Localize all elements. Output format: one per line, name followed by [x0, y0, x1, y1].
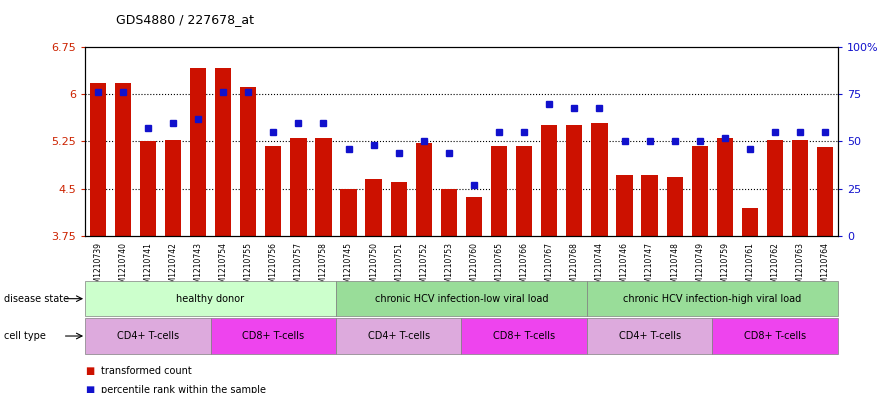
Bar: [667, 177, 683, 236]
Bar: [115, 83, 131, 236]
Bar: [336, 281, 587, 316]
Bar: [767, 140, 783, 236]
Bar: [215, 68, 231, 236]
Bar: [315, 138, 332, 236]
Bar: [712, 318, 838, 354]
Text: CD8+ T-cells: CD8+ T-cells: [493, 331, 556, 341]
Bar: [441, 189, 457, 236]
Text: cell type: cell type: [4, 331, 47, 341]
Bar: [742, 208, 758, 236]
Bar: [240, 87, 256, 236]
Bar: [587, 318, 712, 354]
Bar: [416, 143, 432, 236]
Bar: [340, 189, 357, 236]
Text: CD4+ T-cells: CD4+ T-cells: [618, 331, 681, 341]
Text: CD8+ T-cells: CD8+ T-cells: [744, 331, 806, 341]
Bar: [211, 318, 336, 354]
Bar: [391, 182, 407, 236]
Bar: [466, 197, 482, 236]
Bar: [692, 146, 708, 236]
Bar: [817, 147, 833, 236]
Bar: [642, 175, 658, 236]
Text: chronic HCV infection-low viral load: chronic HCV infection-low viral load: [375, 294, 548, 304]
Bar: [717, 138, 733, 236]
Bar: [265, 146, 281, 236]
Bar: [85, 281, 336, 316]
Bar: [366, 179, 382, 236]
Text: CD4+ T-cells: CD4+ T-cells: [116, 331, 179, 341]
Text: CD8+ T-cells: CD8+ T-cells: [242, 331, 305, 341]
Bar: [491, 146, 507, 236]
Bar: [140, 141, 156, 236]
Bar: [616, 175, 633, 236]
Bar: [165, 140, 181, 236]
Text: CD4+ T-cells: CD4+ T-cells: [367, 331, 430, 341]
Text: GDS4880 / 227678_at: GDS4880 / 227678_at: [116, 13, 254, 26]
Bar: [290, 138, 306, 236]
Bar: [587, 281, 838, 316]
Text: ■: ■: [85, 385, 94, 393]
Bar: [461, 318, 587, 354]
Text: healthy donor: healthy donor: [177, 294, 245, 304]
Text: disease state: disease state: [4, 294, 70, 304]
Bar: [90, 83, 106, 236]
Bar: [566, 125, 582, 236]
Bar: [591, 123, 607, 236]
Text: ■: ■: [85, 366, 94, 376]
Text: chronic HCV infection-high viral load: chronic HCV infection-high viral load: [624, 294, 801, 304]
Bar: [85, 318, 211, 354]
Bar: [516, 146, 532, 236]
Bar: [792, 140, 808, 236]
Bar: [541, 125, 557, 236]
Bar: [336, 318, 461, 354]
Text: percentile rank within the sample: percentile rank within the sample: [101, 385, 266, 393]
Bar: [190, 68, 206, 236]
Text: transformed count: transformed count: [101, 366, 192, 376]
